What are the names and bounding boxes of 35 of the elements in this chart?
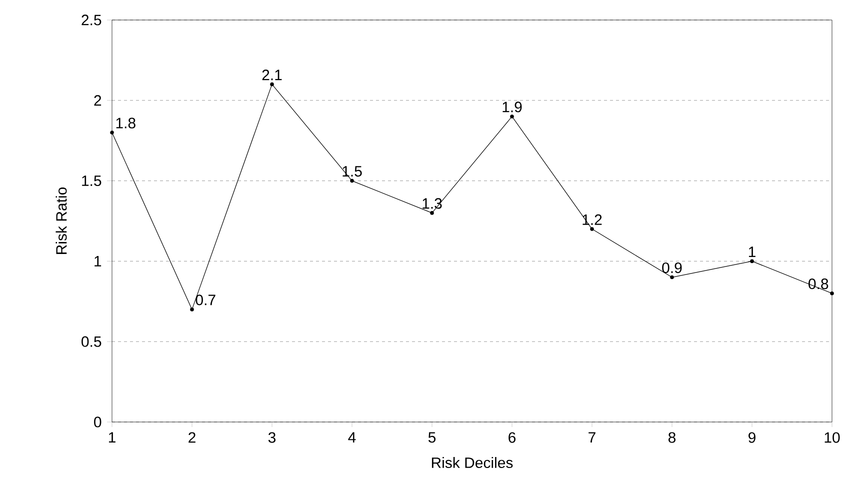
point xyxy=(430,211,434,215)
data-label: 0.7 xyxy=(196,294,216,306)
point xyxy=(750,259,754,264)
y-tick-label: 2.5 xyxy=(82,14,102,26)
x-tick-label: 8 xyxy=(668,432,676,443)
y-tick-label: 1.5 xyxy=(82,176,102,186)
point xyxy=(590,227,594,231)
x-tick-label: 9 xyxy=(748,432,756,443)
y-tick-label: 0.5 xyxy=(82,336,102,347)
x-tick-label: 6 xyxy=(508,432,516,443)
x-tick-label: 2 xyxy=(188,432,196,443)
data-label: 1.9 xyxy=(502,102,522,112)
data-label: 2.1 xyxy=(262,70,282,80)
data-label: 0.9 xyxy=(662,262,682,274)
y-tick-label: 2 xyxy=(94,95,102,106)
x-tick-label: 7 xyxy=(588,432,596,443)
x-tick-label: 1 xyxy=(108,432,116,443)
point xyxy=(670,275,674,280)
point xyxy=(110,130,114,134)
x-axis-title: Risk Deciles xyxy=(432,457,513,468)
point xyxy=(190,308,194,312)
x-tick-label: 4 xyxy=(348,432,356,443)
data-label: 1 xyxy=(748,246,756,257)
x-tick-label: 10 xyxy=(824,432,840,443)
x-tick-label: 5 xyxy=(428,432,436,443)
y-tick-label: 1 xyxy=(94,256,102,266)
data-label: 1.8 xyxy=(116,118,136,128)
y-axis-title: Risk Ratio xyxy=(56,187,67,254)
x-tick-label: 3 xyxy=(268,432,276,443)
y-tick-label: 0 xyxy=(94,416,102,428)
point xyxy=(350,178,354,183)
point xyxy=(270,82,274,86)
point xyxy=(830,291,834,296)
point xyxy=(510,114,514,118)
data-label: 0.8 xyxy=(808,278,828,290)
